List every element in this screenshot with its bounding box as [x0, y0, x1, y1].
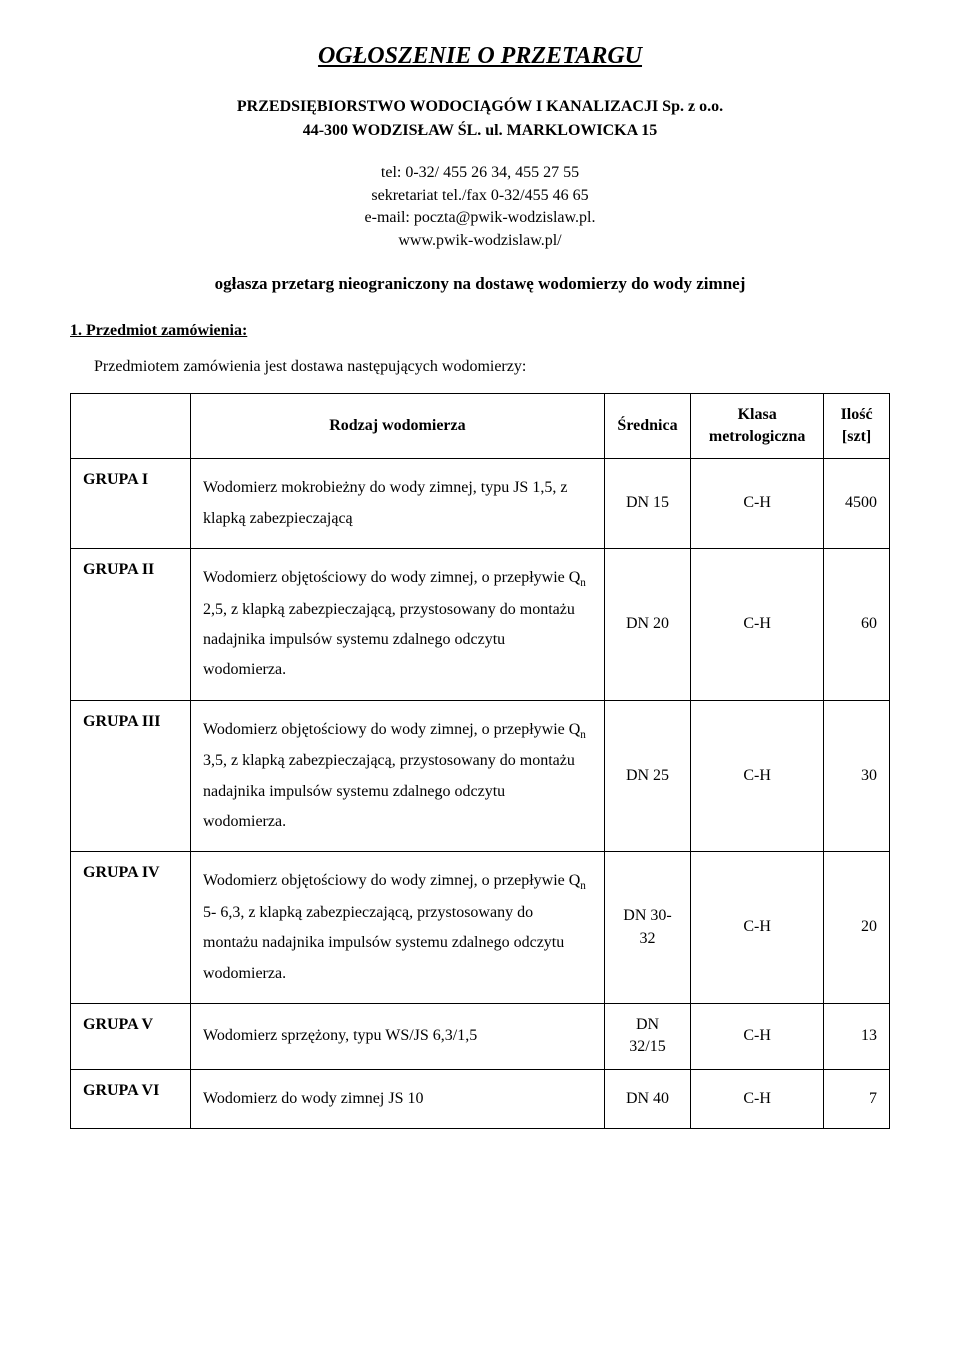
- section-1-heading: 1. Przedmiot zamówienia:: [70, 320, 890, 342]
- cell-group: GRUPA V: [71, 1004, 191, 1070]
- cell-description: Wodomierz objętościowy do wody zimnej, o…: [191, 852, 605, 1004]
- table-row: GRUPA VWodomierz sprzężony, typu WS/JS 6…: [71, 1004, 890, 1070]
- cell-class: C-H: [691, 549, 824, 701]
- cell-description: Wodomierz do wody zimnej JS 10: [191, 1069, 605, 1128]
- cell-qty: 20: [824, 852, 890, 1004]
- announcement-line: ogłasza przetarg nieograniczony na dosta…: [70, 272, 890, 296]
- cell-group: GRUPA IV: [71, 852, 191, 1004]
- cell-description: Wodomierz mokrobieżny do wody zimnej, ty…: [191, 459, 605, 549]
- cell-class: C-H: [691, 1004, 824, 1070]
- cell-qty: 60: [824, 549, 890, 701]
- cell-class: C-H: [691, 700, 824, 852]
- col-head-diameter: Średnica: [604, 393, 690, 459]
- cell-group: GRUPA VI: [71, 1069, 191, 1128]
- table-row: GRUPA IIIWodomierz objętościowy do wody …: [71, 700, 890, 852]
- cell-qty: 30: [824, 700, 890, 852]
- contact-www: www.pwik-wodzislaw.pl/: [70, 230, 890, 252]
- cell-diameter: DN 15: [604, 459, 690, 549]
- cell-class: C-H: [691, 1069, 824, 1128]
- cell-class: C-H: [691, 459, 824, 549]
- cell-qty: 4500: [824, 459, 890, 549]
- table-header-row: Rodzaj wodomierza Średnica Klasa metrolo…: [71, 393, 890, 459]
- cell-description: Wodomierz sprzężony, typu WS/JS 6,3/1,5: [191, 1004, 605, 1070]
- table-row: GRUPA IVWodomierz objętościowy do wody z…: [71, 852, 890, 1004]
- cell-diameter: DN 40: [604, 1069, 690, 1128]
- contact-block: tel: 0-32/ 455 26 34, 455 27 55 sekretar…: [70, 162, 890, 252]
- contact-fax: sekretariat tel./fax 0-32/455 46 65: [70, 185, 890, 207]
- cell-diameter: DN 32/15: [604, 1004, 690, 1070]
- cell-qty: 13: [824, 1004, 890, 1070]
- table-row: GRUPA IWodomierz mokrobieżny do wody zim…: [71, 459, 890, 549]
- table-row: GRUPA VIWodomierz do wody zimnej JS 10DN…: [71, 1069, 890, 1128]
- contact-tel: tel: 0-32/ 455 26 34, 455 27 55: [70, 162, 890, 184]
- org-address: 44-300 WODZISŁAW ŚL. ul. MARKLOWICKA 15: [70, 120, 890, 142]
- col-head-qty: Ilość [szt]: [824, 393, 890, 459]
- org-name: PRZEDSIĘBIORSTWO WODOCIĄGÓW I KANALIZACJ…: [70, 96, 890, 118]
- col-head-class: Klasa metrologiczna: [691, 393, 824, 459]
- cell-diameter: DN 20: [604, 549, 690, 701]
- products-table: Rodzaj wodomierza Średnica Klasa metrolo…: [70, 393, 890, 1130]
- cell-diameter: DN 25: [604, 700, 690, 852]
- contact-email: e-mail: poczta@pwik-wodzislaw.pl.: [70, 207, 890, 229]
- page-title: OGŁOSZENIE O PRZETARGU: [70, 40, 890, 74]
- cell-group: GRUPA I: [71, 459, 191, 549]
- table-row: GRUPA IIWodomierz objętościowy do wody z…: [71, 549, 890, 701]
- cell-description: Wodomierz objętościowy do wody zimnej, o…: [191, 700, 605, 852]
- cell-group: GRUPA III: [71, 700, 191, 852]
- cell-class: C-H: [691, 852, 824, 1004]
- col-head-group: [71, 393, 191, 459]
- cell-description: Wodomierz objętościowy do wody zimnej, o…: [191, 549, 605, 701]
- cell-group: GRUPA II: [71, 549, 191, 701]
- cell-qty: 7: [824, 1069, 890, 1128]
- col-head-type: Rodzaj wodomierza: [191, 393, 605, 459]
- section-1-lead: Przedmiotem zamówienia jest dostawa nast…: [94, 356, 890, 378]
- cell-diameter: DN 30-32: [604, 852, 690, 1004]
